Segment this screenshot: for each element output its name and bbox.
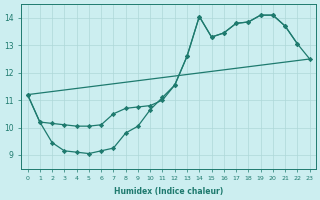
X-axis label: Humidex (Indice chaleur): Humidex (Indice chaleur) (114, 187, 223, 196)
